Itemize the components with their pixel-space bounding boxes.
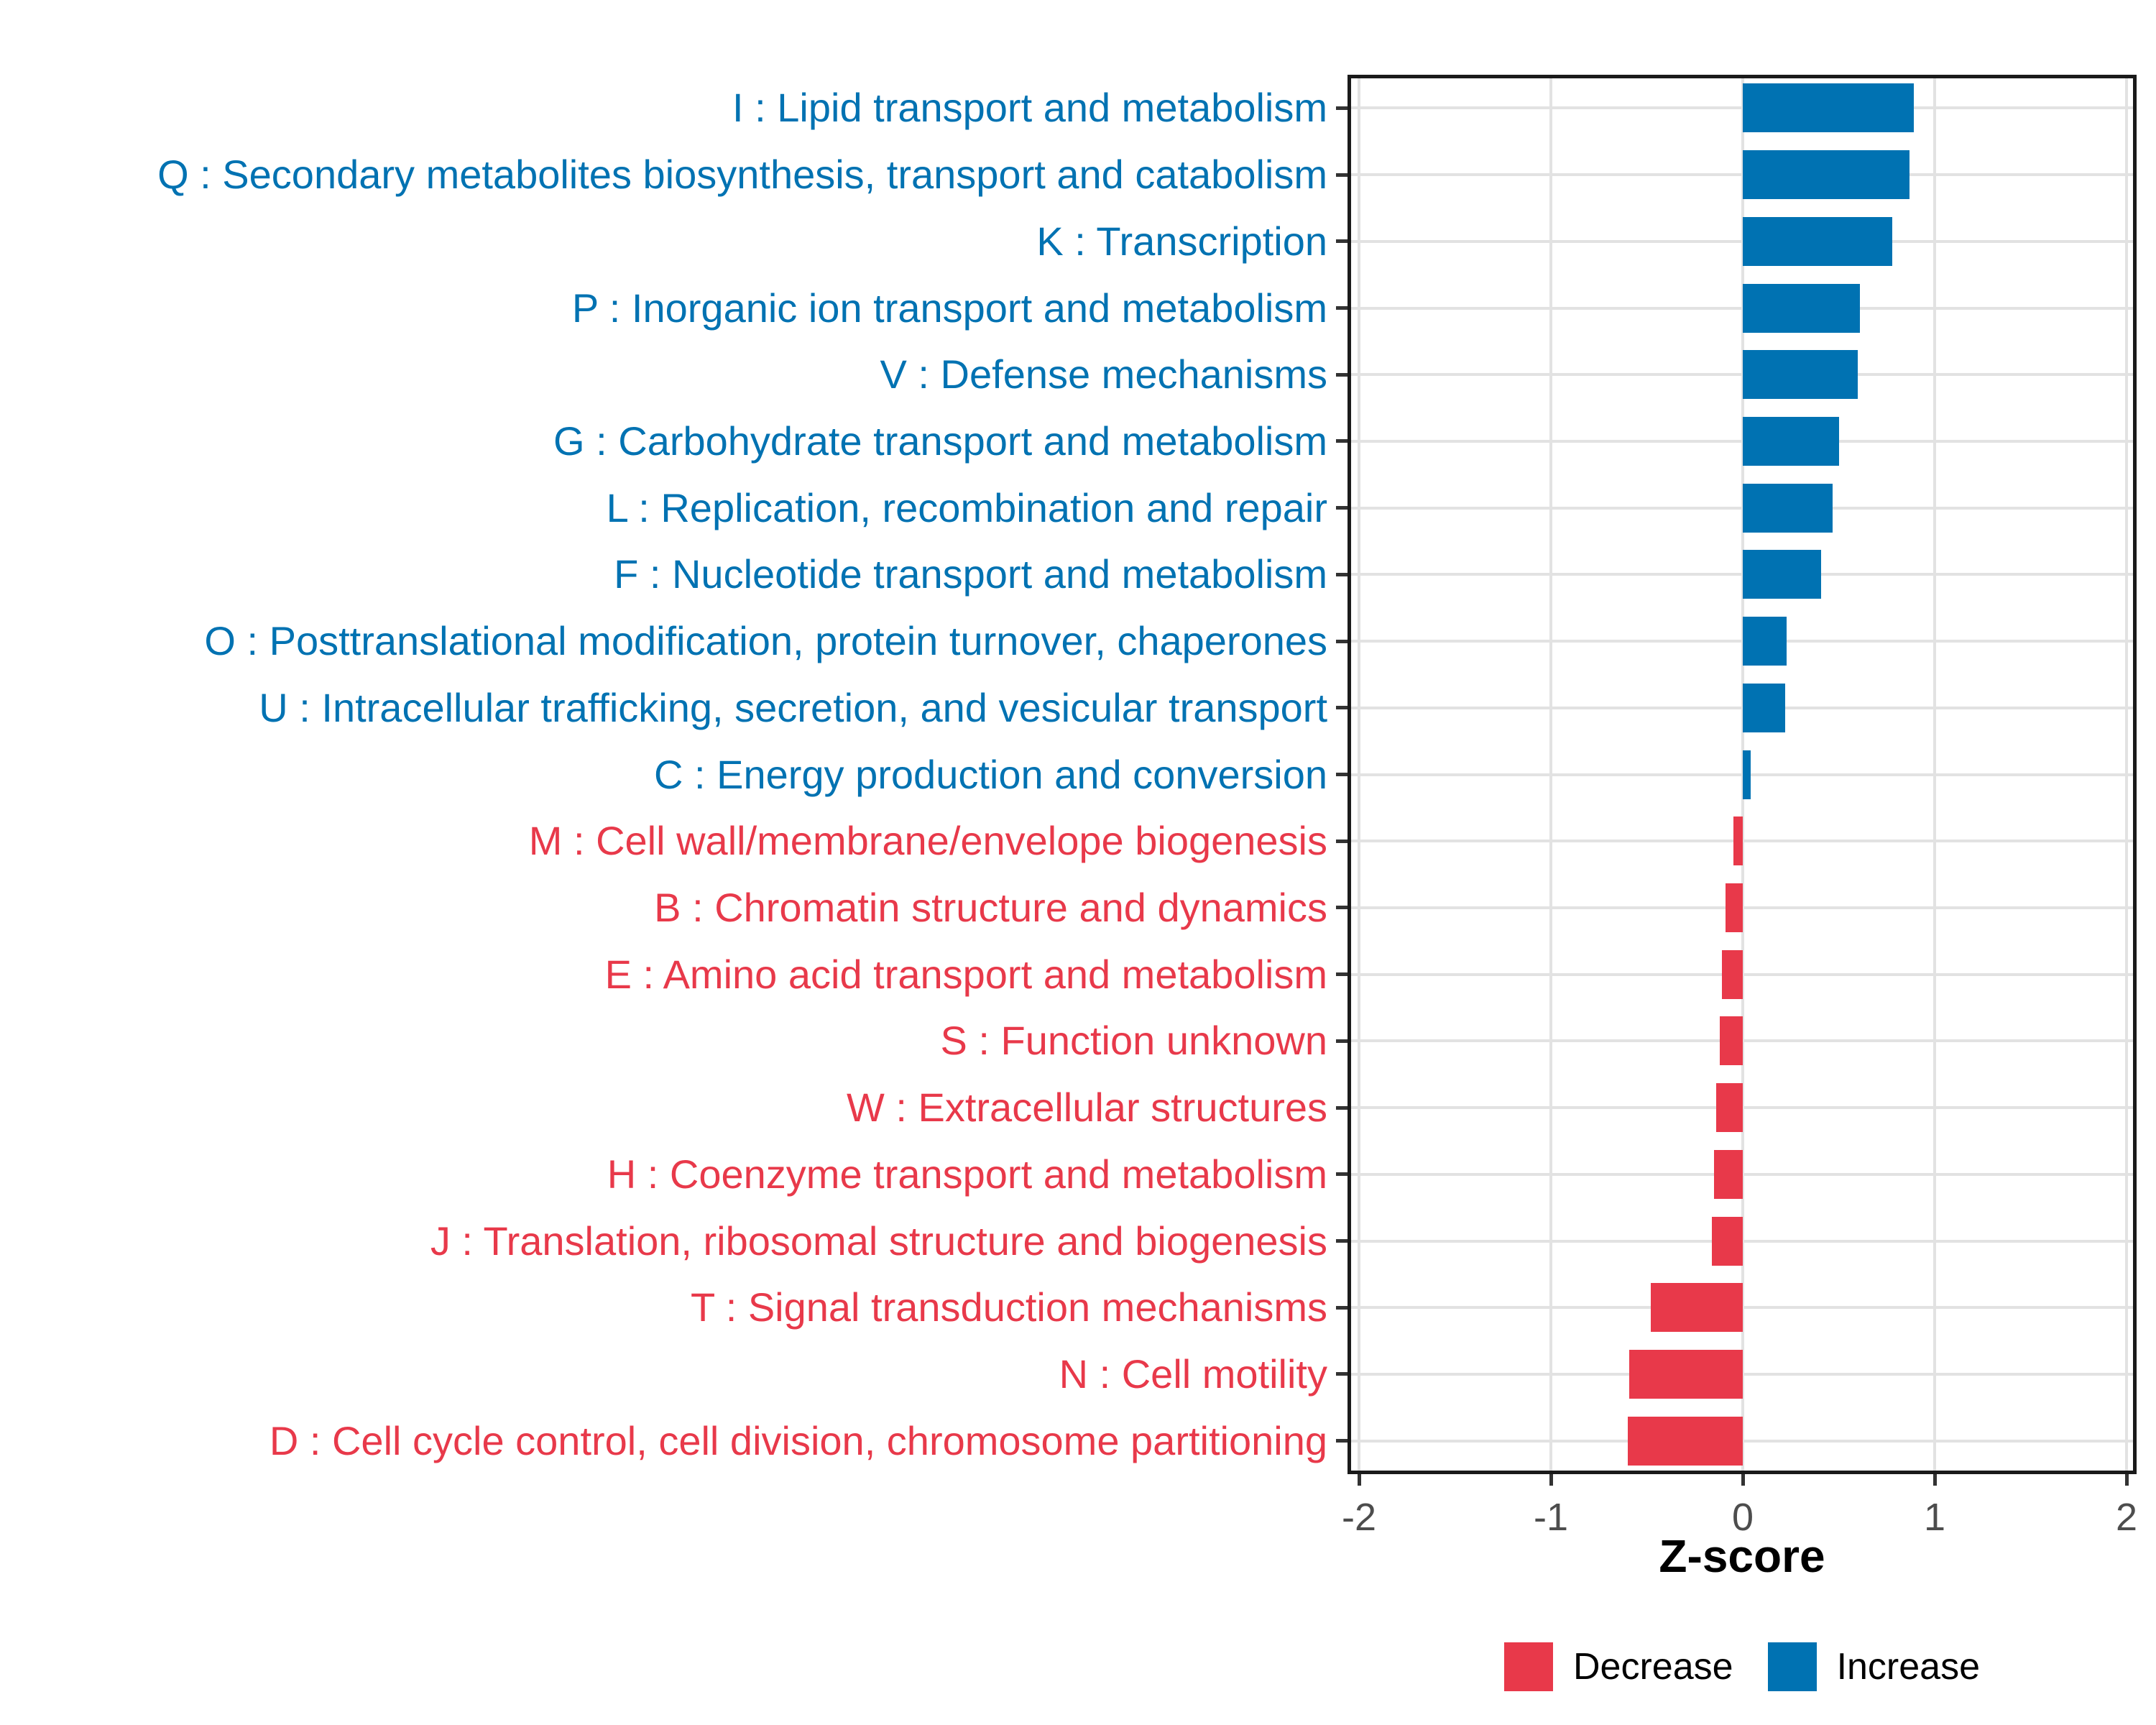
x-tick-label: 0 (1731, 1496, 1754, 1539)
y-axis-label: I : Lipid transport and metabolism (732, 85, 1327, 131)
x-tick-label: -2 (1341, 1496, 1376, 1539)
bar (1629, 1349, 1743, 1399)
bar (1743, 617, 1787, 666)
y-tick-mark (1336, 506, 1348, 510)
gridline-horizontal (1348, 506, 2137, 510)
legend-entry-increase: Increase (1767, 1642, 1981, 1691)
bar (1743, 283, 1860, 333)
bar (1743, 150, 1910, 200)
bar (1650, 1283, 1743, 1333)
bar (1733, 816, 1743, 866)
gridline-horizontal (1348, 106, 2137, 110)
y-tick-mark (1336, 1239, 1348, 1243)
y-tick-mark (1336, 372, 1348, 377)
legend-entry-decrease: Decrease (1504, 1642, 1733, 1691)
gridline-horizontal (1348, 706, 2137, 709)
y-axis-label: B : Chromatin structure and dynamics (654, 884, 1327, 930)
y-tick-mark (1336, 106, 1348, 110)
x-tick-label: 1 (1923, 1496, 1946, 1539)
bar (1721, 949, 1743, 999)
y-axis-label: Q : Secondary metabolites biosynthesis, … (157, 152, 1327, 198)
legend-label-decrease: Decrease (1573, 1646, 1733, 1688)
y-axis-label: D : Cell cycle control, cell division, c… (269, 1417, 1327, 1463)
y-axis-label: U : Intracellular trafficking, secretion… (259, 684, 1327, 730)
y-axis-label: G : Carbohydrate transport and metabolis… (553, 418, 1327, 464)
plot-panel (1348, 75, 2137, 1474)
y-tick-mark (1336, 1439, 1348, 1443)
gridline-horizontal (1348, 306, 2137, 310)
gridline-horizontal (1348, 239, 2137, 243)
y-tick-mark (1336, 972, 1348, 977)
y-axis-label: E : Amino acid transport and metabolism (604, 951, 1327, 997)
gridline-horizontal (1348, 773, 2137, 776)
bar (1725, 883, 1743, 932)
y-tick-mark (1336, 639, 1348, 643)
gridline-horizontal (1348, 439, 2137, 443)
y-tick-mark (1336, 1105, 1348, 1110)
x-tick-mark (2124, 1474, 2129, 1486)
y-axis-label: P : Inorganic ion transport and metaboli… (571, 285, 1327, 331)
y-axis-label: O : Posttranslational modification, prot… (204, 618, 1327, 664)
y-tick-mark (1336, 572, 1348, 576)
bar (1719, 1016, 1743, 1066)
x-tick-mark (1549, 1474, 1553, 1486)
y-tick-mark (1336, 1039, 1348, 1043)
legend-swatch-increase (1767, 1642, 1817, 1691)
y-axis-label: W : Extracellular structures (846, 1085, 1327, 1131)
y-axis-label: N : Cell motility (1059, 1351, 1327, 1397)
gridline-horizontal (1348, 373, 2137, 377)
y-axis-label: T : Signal transduction mechanisms (690, 1284, 1327, 1330)
y-tick-mark (1336, 906, 1348, 910)
bar (1715, 1083, 1743, 1133)
y-axis-label: S : Function unknown (940, 1018, 1327, 1064)
bar (1743, 216, 1893, 266)
bar (1743, 416, 1839, 466)
y-tick-mark (1336, 839, 1348, 843)
y-axis-label: M : Cell wall/membrane/envelope biogenes… (528, 818, 1327, 864)
bar (1743, 750, 1751, 799)
gridline-horizontal (1348, 640, 2137, 643)
x-tick-mark (1932, 1474, 1937, 1486)
y-tick-mark (1336, 306, 1348, 310)
x-tick-label: -1 (1533, 1496, 1568, 1539)
y-tick-mark (1336, 172, 1348, 177)
y-tick-mark (1336, 773, 1348, 776)
legend-swatch-decrease (1504, 1642, 1553, 1691)
x-tick-label: 2 (2115, 1496, 2138, 1539)
gridline-horizontal (1348, 173, 2137, 177)
y-tick-mark (1336, 1372, 1348, 1376)
bar (1713, 1149, 1743, 1199)
x-tick-mark (1741, 1474, 1745, 1486)
y-tick-mark (1336, 706, 1348, 710)
bar (1743, 83, 1914, 133)
bar (1743, 550, 1822, 599)
y-tick-mark (1336, 1172, 1348, 1177)
bar (1627, 1416, 1743, 1466)
x-axis-title: Z-score (1659, 1530, 1825, 1582)
legend: Decrease Increase (1504, 1642, 1980, 1691)
y-axis-label: C : Energy production and conversion (654, 751, 1327, 797)
y-tick-mark (1336, 439, 1348, 443)
y-tick-mark (1336, 239, 1348, 244)
bar (1743, 350, 1858, 400)
x-tick-mark (1357, 1474, 1361, 1486)
bar (1743, 683, 1785, 732)
y-tick-mark (1336, 1305, 1348, 1310)
bar (1743, 483, 1833, 533)
y-axis-label: K : Transcription (1036, 218, 1327, 264)
y-axis-label: F : Nucleotide transport and metabolism (614, 551, 1327, 597)
bar (1712, 1216, 1743, 1266)
y-axis-label: J : Translation, ribosomal structure and… (430, 1218, 1327, 1264)
y-axis-label: L : Replication, recombination and repai… (606, 484, 1327, 530)
legend-label-increase: Increase (1836, 1646, 1981, 1688)
y-axis-label: V : Defense mechanisms (880, 351, 1327, 397)
gridline-horizontal (1348, 573, 2137, 576)
y-axis-label: H : Coenzyme transport and metabolism (607, 1151, 1327, 1197)
